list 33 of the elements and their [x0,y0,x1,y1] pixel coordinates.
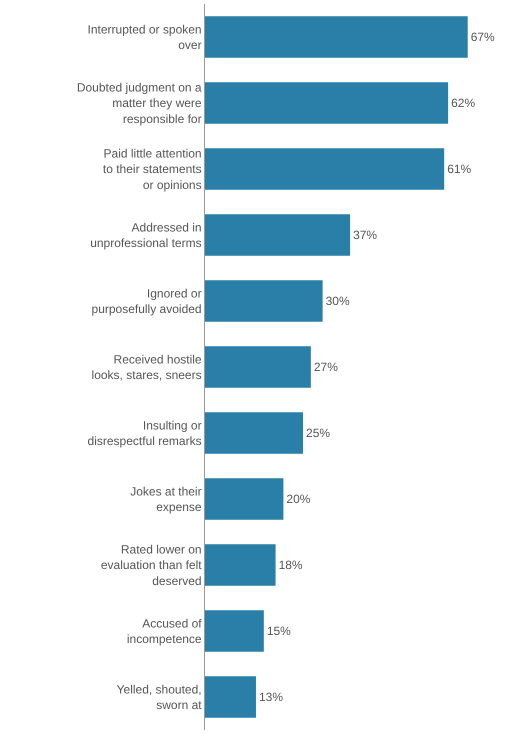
data-label: 61% [447,162,472,176]
data-label: 13% [258,690,284,704]
bar [205,346,311,388]
y-tick-label: Accused of incompetence [126,616,202,646]
y-tick-label: Interrupted or spoken over [88,22,202,52]
data-label: 30% [326,294,350,308]
y-tick-label: Yelled, shouted, sworn at [116,682,202,712]
y-tick-label: Doubted judgment on a matter they were responsible for [76,80,202,126]
bar [205,82,448,124]
y-tick-label: Rated lower on evaluation than felt deserved [100,542,202,588]
data-label: 15% [266,624,292,638]
bar [205,214,350,256]
data-label: 18% [278,558,303,572]
y-tick-label: Addressed in unprofessional terms [90,220,202,250]
y-tick-label: Insulting or disrespectful remarks [88,418,202,448]
data-label: 67% [470,30,496,44]
bar [205,676,256,718]
data-label: 27% [314,360,338,374]
data-label: 37% [353,228,378,242]
y-tick-label: Ignored or purposefully avoided [92,286,202,316]
data-label: 25% [306,426,330,440]
bar [205,412,304,454]
bar [205,544,276,586]
bar [205,610,264,652]
data-label: 62% [451,96,476,110]
y-tick-label: Paid little attention to their statements or opinions [102,146,202,192]
bar [205,478,284,520]
bar [205,280,323,322]
bar [205,16,468,58]
bar [205,148,444,190]
data-label: 20% [286,492,311,506]
y-tick-label: Jokes at their expense [130,484,202,514]
y-tick-label: Received hostile looks, stares, sneers [92,352,202,382]
